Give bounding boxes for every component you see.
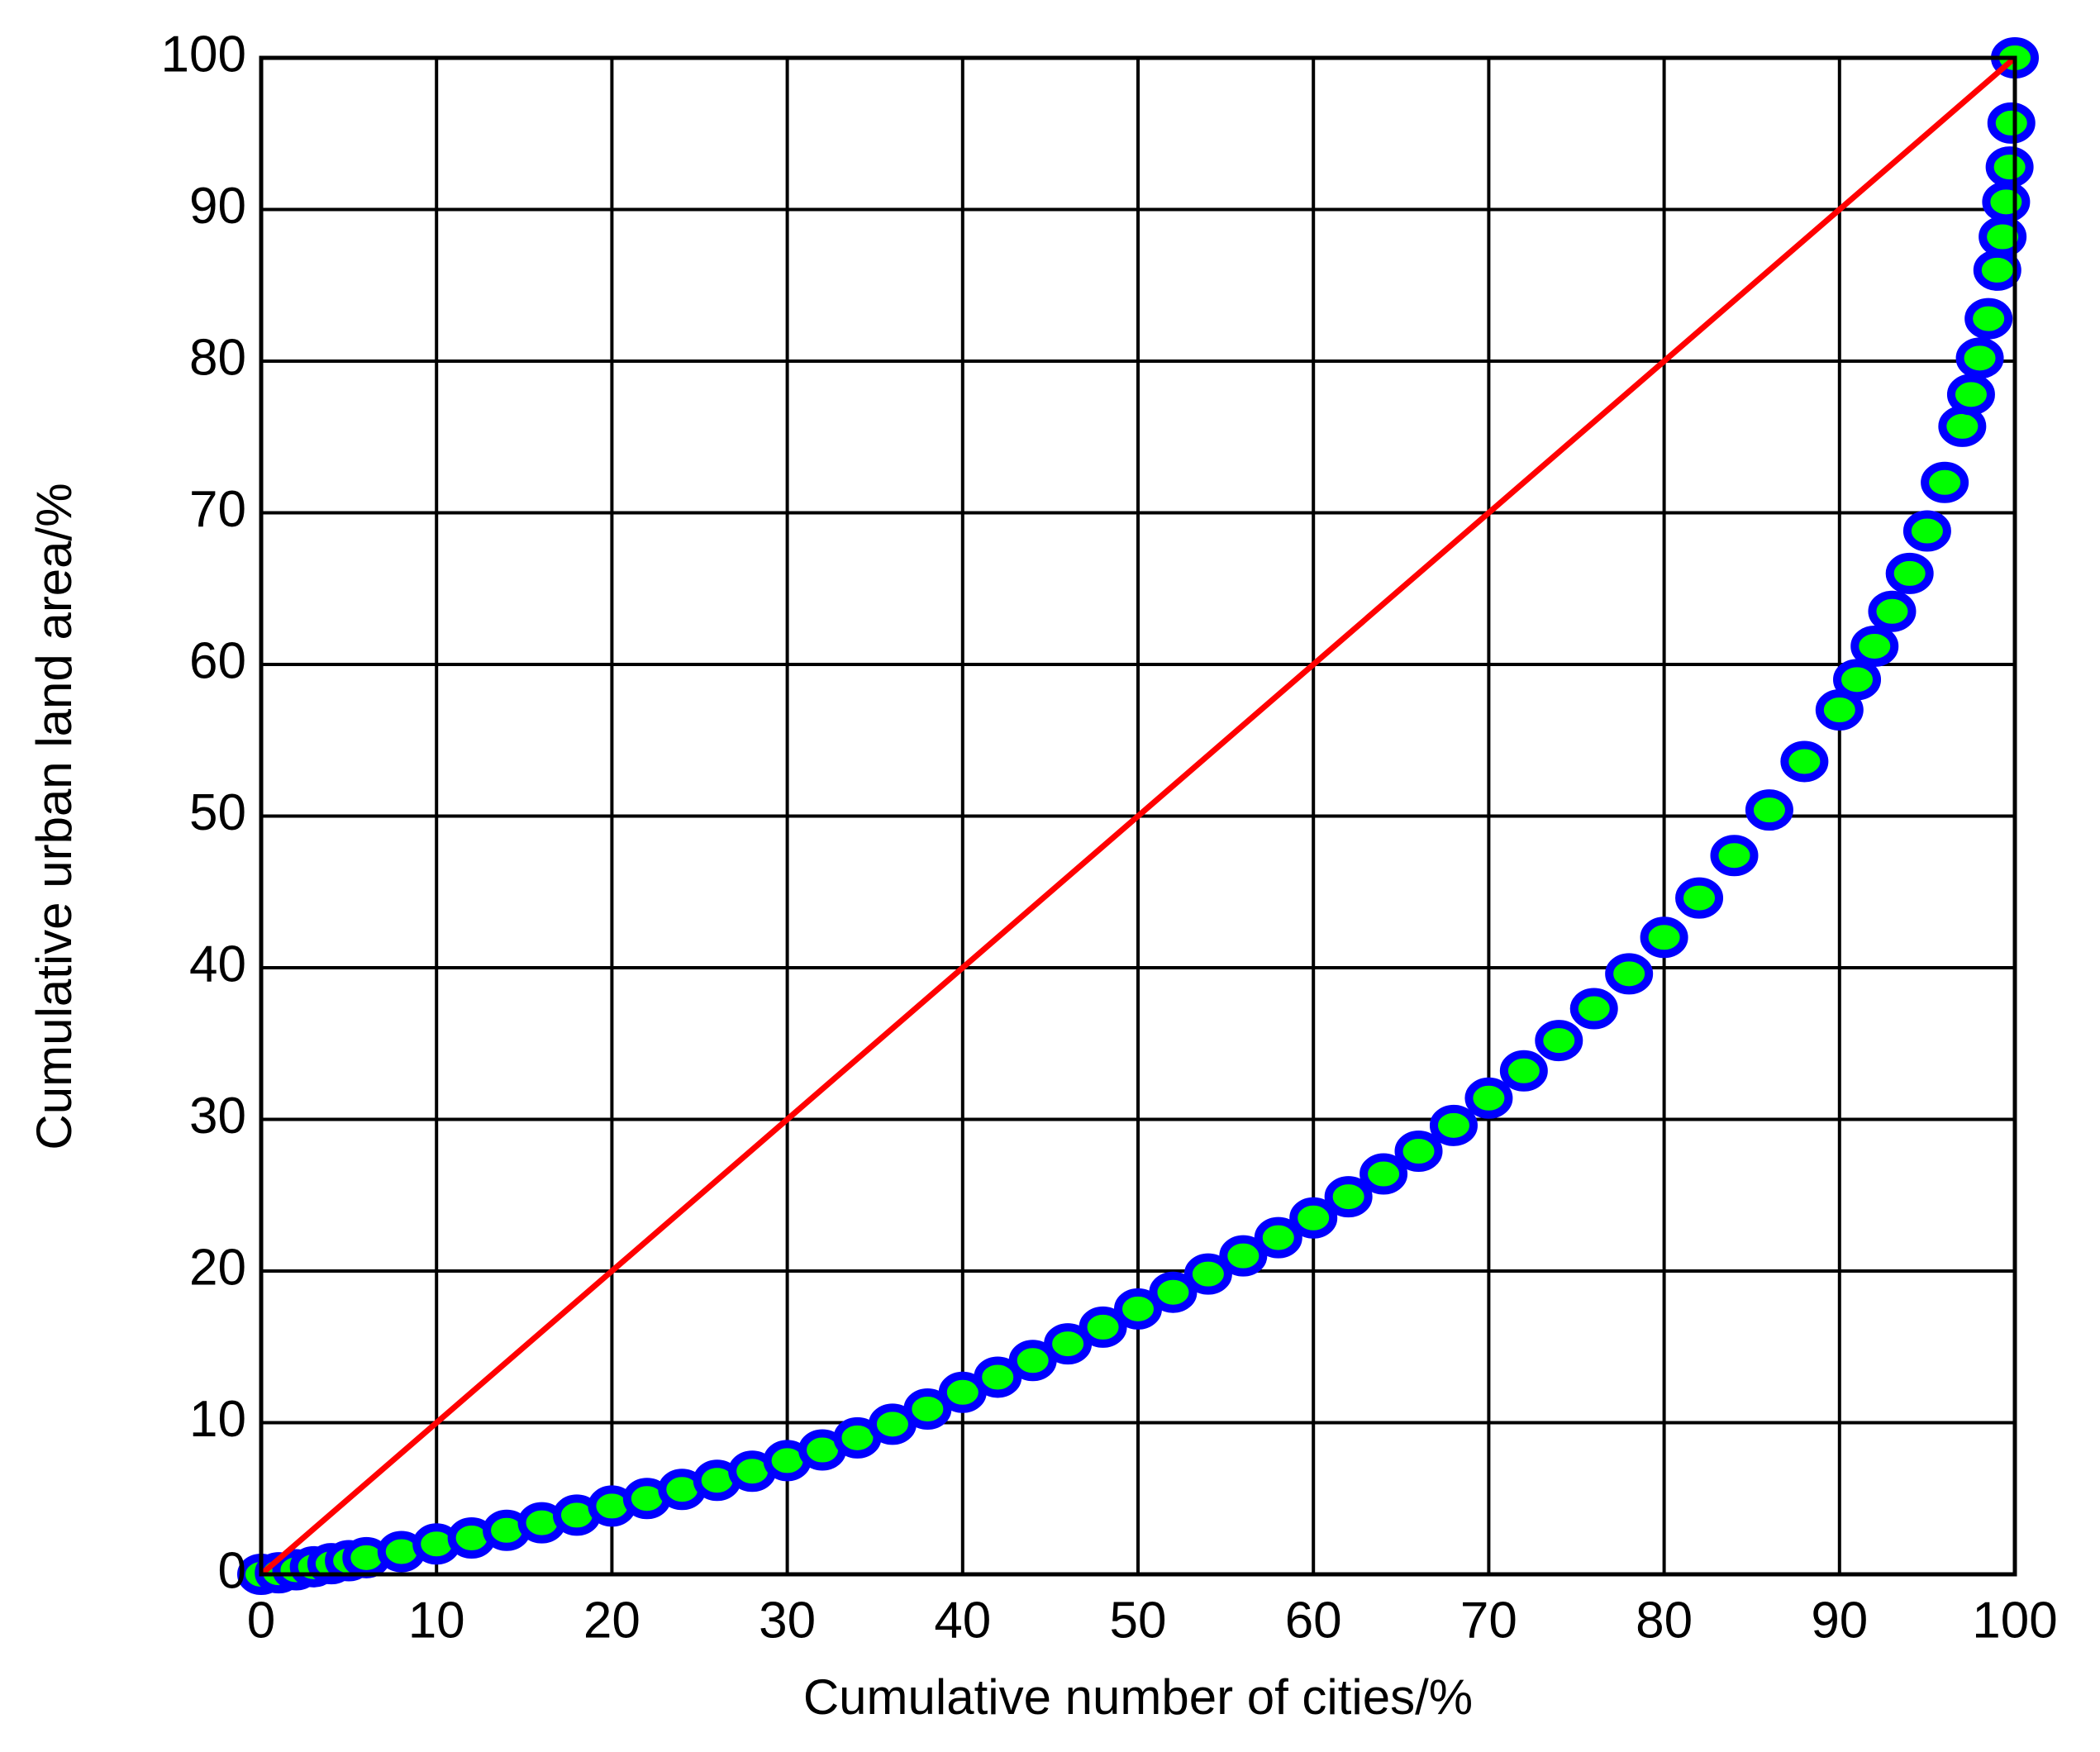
scatter-point [1850,625,1899,667]
scatter-point [1464,1077,1513,1119]
x-tick-label: 90 [1811,1592,1868,1649]
scatter-point [1833,659,1882,701]
y-tick-label: 60 [189,632,246,689]
scatter-point [1885,552,1934,594]
scatter-point [1149,1271,1198,1313]
scatter-point [974,1356,1022,1398]
scatter-point [1605,953,1654,995]
scatter-point [1675,877,1724,919]
x-tick-label: 50 [1110,1592,1167,1649]
x-tick-label: 70 [1460,1592,1517,1649]
scatter-point [1964,298,2013,340]
scatter-point [1008,1340,1057,1382]
scatter-point [1535,1020,1583,1062]
scatter-point [1429,1104,1478,1146]
y-tick-label: 30 [189,1088,246,1145]
scatter-point [1780,740,1829,783]
x-tick-label: 30 [759,1592,816,1649]
scatter-point [1219,1235,1268,1277]
scatter-point [1254,1216,1302,1259]
y-tick-label: 0 [218,1542,246,1599]
scatter-point [1985,146,2034,188]
scatter-point [1982,181,2031,223]
y-tick-label: 50 [189,784,246,841]
scatter-point [1324,1176,1373,1218]
y-axis-title: Cumulative urban land area/% [26,483,82,1150]
y-tick-label: 70 [189,481,246,538]
equality-line [259,55,2017,1577]
scatter-point [1289,1197,1338,1239]
x-tick-label: 80 [1636,1592,1693,1649]
scatter-point [1955,337,2004,379]
x-tick-label: 60 [1285,1592,1342,1649]
x-tick-label: 40 [934,1592,991,1649]
scatter-point [1394,1131,1443,1173]
y-tick-label: 100 [161,26,246,83]
scatter-point [1987,102,2036,144]
scatter-point [1183,1253,1232,1295]
y-tick-label: 20 [189,1239,246,1296]
scatter-point [1044,1323,1093,1365]
scatter-point [1921,461,1969,503]
scatter-point [1973,249,2021,291]
x-tick-label: 100 [1972,1592,2057,1649]
scatter-point [1079,1306,1127,1348]
scatter-point [1710,835,1759,877]
scatter-point [1569,988,1618,1030]
scatter-point [1938,405,1987,447]
scatter-point [903,1388,952,1430]
scatter-point [1640,916,1688,959]
y-tick-label: 80 [189,329,246,386]
scatter-point [1360,1153,1408,1195]
scatter-point [1902,510,1951,552]
x-axis-title: Cumulative number of cities/% [803,1669,1473,1725]
plot-frame [259,55,2017,1577]
scatter-point [1946,374,1995,416]
marks [237,37,2039,1595]
scatter-point [1499,1050,1548,1092]
scatter-point [1868,590,1917,632]
x-tick-label: 20 [583,1592,640,1649]
scatter-point [1745,789,1793,831]
y-tick-label: 10 [189,1391,246,1448]
y-tick-label: 40 [189,936,246,993]
x-tick-label: 10 [408,1592,465,1649]
y-tick-label: 90 [189,178,246,235]
x-tick-label: 0 [247,1592,275,1649]
scatter-point [1114,1288,1162,1330]
